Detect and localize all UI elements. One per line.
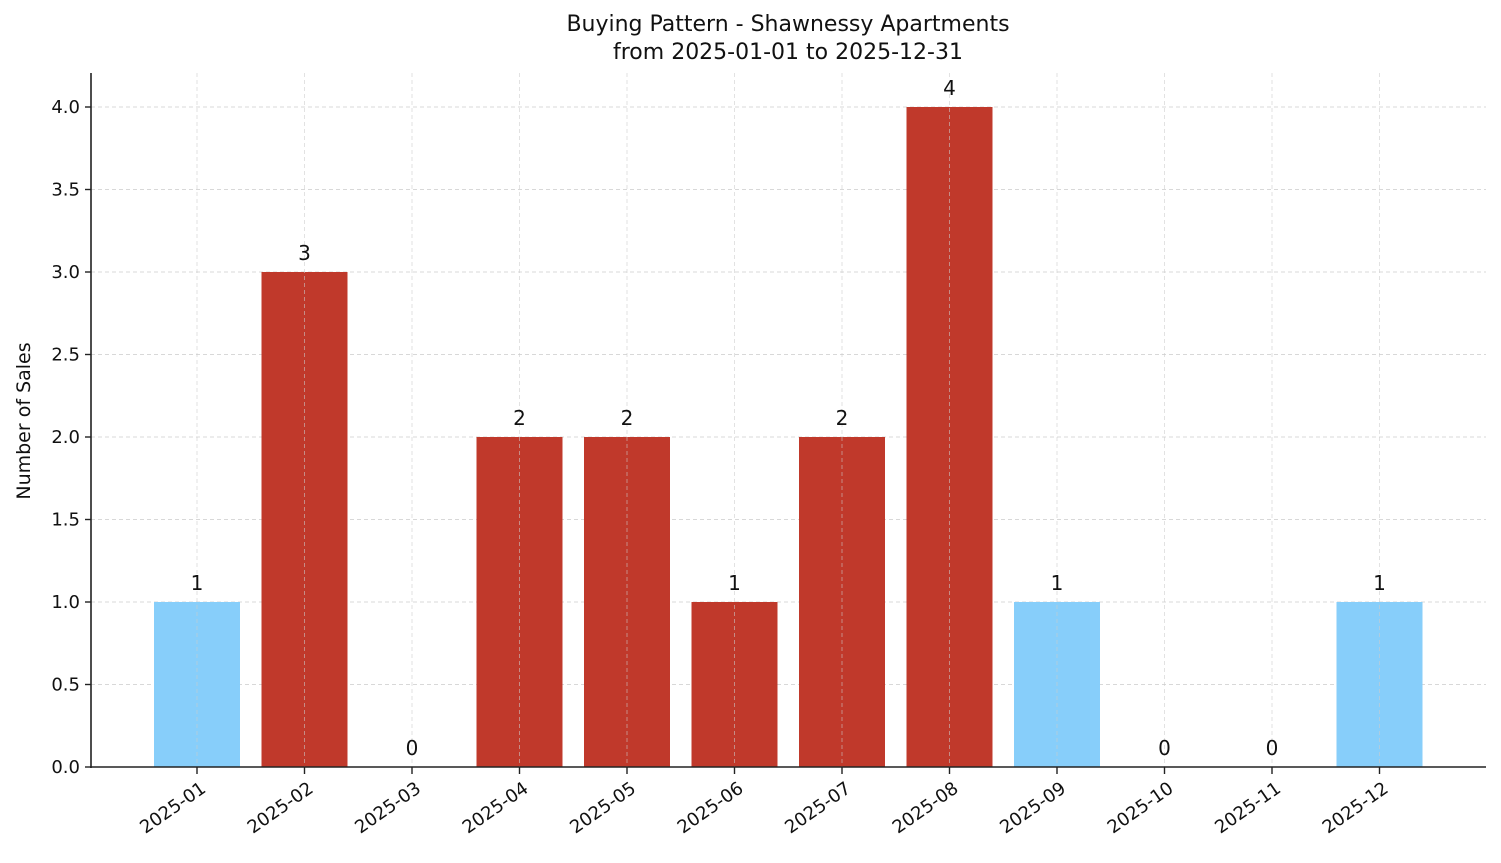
- x-tick-label: 2025-03: [351, 778, 425, 838]
- data-label: 0: [406, 736, 419, 760]
- y-tick-label: 0.0: [51, 757, 80, 778]
- y-tick-label: 2.0: [51, 427, 80, 448]
- y-tick-label: 3.5: [51, 180, 80, 201]
- data-label: 2: [836, 406, 849, 430]
- vertical-gridlines: [196, 73, 1380, 767]
- data-label: 2: [621, 406, 634, 430]
- x-ticks: 2025-01 2025-02 2025-03 2025-04 2025-05 2025-…: [136, 767, 1392, 838]
- data-label: 1: [728, 571, 741, 595]
- x-tick-label: 2025-08: [889, 778, 963, 838]
- x-tick-label: 2025-02: [244, 778, 318, 838]
- x-tick-label: 2025-05: [566, 778, 640, 838]
- chart-title: Buying Pattern - Shawnessy Apartments: [566, 12, 1010, 37]
- x-tick-label: 2025-10: [1104, 778, 1178, 838]
- x-tick-label: 2025-06: [674, 778, 748, 838]
- y-tick-label: 0.5: [51, 675, 80, 696]
- y-ticks: 0.0 0.5 1.0 1.5 2.0 2.5 3.0 3.5 4.0: [51, 97, 91, 778]
- data-label: 1: [1051, 571, 1064, 595]
- data-label: 2: [513, 406, 526, 430]
- y-tick-label: 1.0: [51, 592, 80, 613]
- x-tick-label: 2025-01: [136, 778, 210, 838]
- data-labels: 1 3 0 2 2 1 2 4 1 0 0 1: [191, 76, 1386, 760]
- chart-subtitle: from 2025-01-01 to 2025-12-31: [613, 40, 963, 65]
- data-label: 1: [191, 571, 204, 595]
- y-tick-label: 2.5: [51, 345, 80, 366]
- data-label: 4: [943, 76, 956, 100]
- x-tick-label: 2025-07: [781, 778, 855, 838]
- x-tick-label: 2025-11: [1211, 778, 1285, 838]
- data-label: 1: [1373, 571, 1386, 595]
- x-tick-label: 2025-12: [1319, 778, 1393, 838]
- data-label: 0: [1158, 736, 1171, 760]
- y-tick-label: 1.5: [51, 510, 80, 531]
- x-tick-label: 2025-09: [996, 778, 1070, 838]
- data-label: 0: [1266, 736, 1279, 760]
- y-tick-label: 4.0: [51, 97, 80, 118]
- y-axis-label: Number of Sales: [13, 342, 35, 499]
- y-tick-label: 3.0: [51, 262, 80, 283]
- data-label: 3: [298, 241, 311, 265]
- x-tick-label: 2025-04: [459, 778, 533, 838]
